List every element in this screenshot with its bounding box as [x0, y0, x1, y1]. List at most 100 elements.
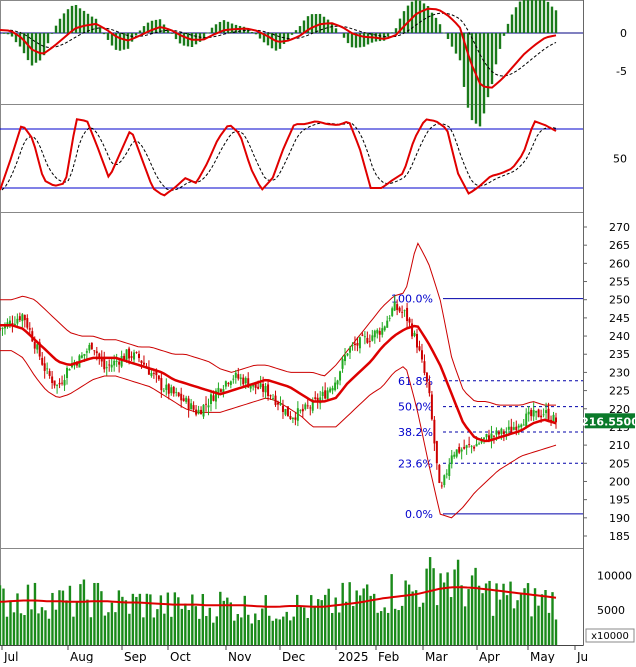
volume-bar [491, 615, 495, 645]
volume-bar [96, 582, 100, 645]
volume-bar [484, 583, 488, 645]
volume-bar [180, 608, 184, 645]
volume-bar [121, 596, 124, 645]
macd-histogram-bar [302, 20, 306, 33]
macd-histogram-bar [230, 23, 234, 33]
price-tick-label: 220 [609, 403, 630, 416]
candle-body [205, 403, 208, 405]
macd-histogram-bar [102, 33, 106, 35]
candle-body [229, 381, 232, 385]
volume-bar [519, 593, 523, 645]
candle-body [36, 344, 39, 350]
candle-body [455, 449, 458, 457]
candle-body [214, 390, 217, 402]
candle-body [26, 318, 29, 328]
candle-body [500, 428, 503, 434]
candle-body [3, 324, 6, 329]
volume-bar [86, 599, 89, 645]
x-tick-label: Nov [228, 650, 251, 663]
macd-histogram-bar [406, 5, 410, 33]
volume-bar [128, 613, 131, 645]
candle-body [475, 443, 478, 447]
macd-histogram-bar [490, 33, 494, 85]
candle-body [16, 318, 19, 324]
fibonacci-label: 38.2% [398, 426, 433, 439]
candle-body [428, 381, 431, 394]
candle-body [105, 367, 108, 369]
macd-histogram-bar [298, 26, 302, 33]
candle-body [272, 398, 275, 400]
candle-body [443, 475, 446, 485]
volume-bar [516, 600, 519, 645]
macd-histogram-bar [246, 28, 250, 33]
candle-body [48, 371, 51, 376]
macd-histogram-bar [110, 33, 114, 46]
candle-body [118, 361, 121, 365]
candle-body [147, 367, 150, 375]
candle-body [133, 352, 136, 360]
candle-body [58, 382, 61, 385]
candle-body [264, 386, 267, 393]
volume-bar [68, 585, 72, 645]
volume-bar [432, 568, 435, 645]
macd-histogram-bar [202, 33, 206, 39]
macd-histogram-bar [398, 18, 402, 33]
macd-histogram-bar [322, 16, 326, 33]
macd-histogram-bar [114, 33, 118, 50]
macd-histogram-bar [366, 33, 370, 45]
macd-histogram-bar [514, 7, 518, 33]
candle-body [465, 445, 468, 448]
volume-bar [264, 595, 267, 645]
volume-bar [226, 597, 229, 645]
volume-bar [365, 584, 369, 645]
volume-bar [327, 588, 330, 645]
macd-histogram-bar [34, 33, 38, 63]
candle-body [393, 301, 396, 311]
candle-body [286, 406, 289, 417]
candle-body [309, 407, 312, 409]
macd-histogram-bar [522, 0, 526, 33]
macd-histogram-bar [254, 33, 258, 35]
candle-body [66, 367, 69, 379]
candle-body [197, 409, 200, 414]
volume-bar [334, 597, 337, 645]
price-tick-label: 260 [609, 257, 630, 270]
macd-histogram-bar [358, 33, 362, 48]
candle-body [321, 391, 324, 397]
macd-histogram-bar [554, 10, 558, 34]
candle-body [495, 430, 498, 435]
candle-body [18, 316, 21, 321]
macd-histogram-bar [62, 13, 66, 33]
candle-body [306, 405, 309, 407]
macd-histogram-bar [222, 20, 226, 33]
price-tick-label: 235 [609, 348, 630, 361]
volume-bar [191, 594, 194, 645]
macd-histogram-bar [470, 33, 474, 121]
macd-histogram-bar [70, 5, 74, 33]
volume-bar [275, 618, 278, 645]
macd-histogram-bar [310, 14, 314, 33]
candle-body [21, 314, 24, 322]
volume-bar [107, 612, 110, 645]
candle-body [423, 361, 426, 373]
candle-body [483, 437, 486, 439]
volume-bar [282, 616, 285, 645]
price-panel-frame [0, 212, 584, 549]
macd-histogram-bar [178, 33, 182, 44]
candle-body [530, 409, 533, 417]
candle-body [279, 403, 282, 406]
macd-histogram-bar [502, 33, 506, 36]
candle-body [517, 425, 520, 428]
macd-histogram-bar [314, 14, 318, 33]
volume-bar [89, 617, 93, 645]
candle-body [490, 433, 493, 442]
volume-bar [547, 612, 551, 645]
macd-signal-line [0, 12, 557, 77]
candle-body [358, 337, 361, 349]
x-tick-label: Feb [378, 650, 399, 663]
macd-histogram-bar [334, 28, 338, 33]
volume-bar [446, 572, 449, 645]
volume-bar [285, 611, 288, 645]
candle-body [344, 355, 347, 362]
candle-body [535, 410, 538, 413]
